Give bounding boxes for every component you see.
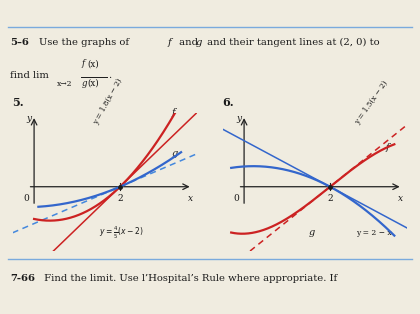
Text: find lim: find lim <box>10 71 50 80</box>
Text: f: f <box>386 143 389 152</box>
Text: y = 2 − x: y = 2 − x <box>356 229 391 237</box>
Text: g: g <box>172 149 178 158</box>
Text: 5–6: 5–6 <box>10 38 29 47</box>
Text: x: x <box>398 194 403 203</box>
Text: x→2: x→2 <box>57 80 72 89</box>
Text: f: f <box>172 108 175 117</box>
Text: y: y <box>27 114 32 123</box>
Text: .: . <box>108 71 111 80</box>
Text: Find the limit. Use l’Hospital’s Rule where appropriate. If: Find the limit. Use l’Hospital’s Rule wh… <box>41 274 337 284</box>
Text: and their tangent lines at (2, 0) to: and their tangent lines at (2, 0) to <box>204 38 379 47</box>
Text: 6.: 6. <box>223 97 234 108</box>
Text: f: f <box>82 59 85 68</box>
Text: y = 1.5(x − 2): y = 1.5(x − 2) <box>354 79 390 126</box>
Text: g: g <box>196 38 202 47</box>
Text: y = 1.8(x − 2): y = 1.8(x − 2) <box>92 77 124 126</box>
Text: Use the graphs of: Use the graphs of <box>39 38 132 47</box>
Text: and: and <box>176 38 201 47</box>
Text: 0: 0 <box>233 194 239 203</box>
Text: $y=\frac{4}{5}(x-2)$: $y=\frac{4}{5}(x-2)$ <box>99 225 143 241</box>
Text: y: y <box>237 114 242 123</box>
Text: 2: 2 <box>117 194 123 203</box>
Text: 7-66: 7-66 <box>10 274 36 284</box>
Text: 2: 2 <box>327 194 333 203</box>
Text: (x): (x) <box>87 78 99 88</box>
Text: g: g <box>309 228 315 237</box>
Text: 5.: 5. <box>13 97 24 108</box>
Text: 0: 0 <box>23 194 29 203</box>
Text: (x): (x) <box>87 59 99 68</box>
Text: f: f <box>168 38 172 47</box>
Text: g: g <box>82 78 87 88</box>
Text: x: x <box>188 194 193 203</box>
